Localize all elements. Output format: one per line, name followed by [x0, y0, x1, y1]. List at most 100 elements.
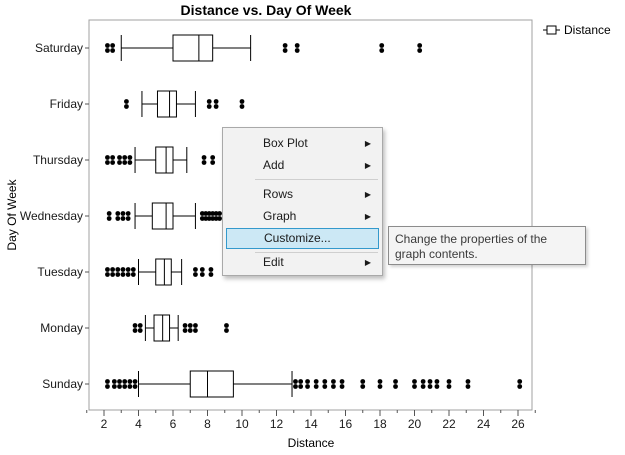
outlier-point [110, 267, 116, 272]
outlier-point [206, 211, 212, 216]
menu-item-rows[interactable]: Rows ▶ [226, 184, 379, 205]
outlier-point [125, 267, 131, 272]
outlier-point [446, 379, 452, 384]
outlier-point [420, 379, 426, 384]
outlier-point [115, 267, 121, 272]
box-friday [124, 90, 245, 118]
tooltip: Change the properties of the graph conte… [388, 226, 586, 265]
outlier-point [105, 267, 110, 272]
outlier-point [210, 216, 216, 221]
outlier-point [182, 323, 188, 328]
x-tick-label: 6 [170, 417, 177, 431]
outlier-point [282, 43, 288, 48]
menu-item-add[interactable]: Add ▶ [226, 155, 379, 176]
outlier-point [412, 379, 417, 384]
legend-label: Distance [564, 23, 611, 37]
outlier-point [105, 160, 110, 165]
outlier-point [111, 379, 117, 384]
menu-separator [255, 179, 378, 180]
outlier-point [111, 384, 117, 389]
outlier-point [213, 99, 219, 104]
outlier-point [517, 384, 523, 389]
outlier-point [105, 379, 110, 384]
outlier-point [132, 379, 138, 384]
submenu-arrow-icon: ▶ [364, 161, 371, 170]
outlier-point [206, 216, 212, 221]
x-tick-label: 10 [235, 417, 249, 431]
outlier-point [105, 272, 110, 277]
outlier-point [298, 379, 304, 384]
outlier-point [137, 323, 143, 328]
iqr-box [189, 370, 234, 398]
menu-item-graph[interactable]: Graph ▶ [226, 206, 379, 227]
outlier-point [239, 104, 245, 109]
iqr-box [172, 34, 214, 62]
legend[interactable]: Distance [543, 23, 611, 37]
outlier-point [224, 328, 229, 333]
outlier-point [120, 211, 126, 216]
outlier-point [412, 384, 417, 389]
outlier-point [331, 379, 336, 384]
outlier-point [360, 379, 366, 384]
box-thursday [105, 146, 216, 174]
x-tick-label: 16 [339, 417, 353, 431]
submenu-arrow-icon: ▶ [364, 190, 371, 199]
outlier-point [213, 216, 219, 221]
outlier-point [199, 211, 205, 216]
outlier-point [417, 48, 423, 53]
outlier-point [201, 155, 207, 160]
menu-item-box-plot[interactable]: Box Plot ▶ [226, 133, 379, 154]
outlier-point [339, 379, 345, 384]
y-tick-label: Monday [40, 321, 83, 335]
y-tick-label: Wednesday [20, 209, 83, 223]
outlier-point [124, 104, 129, 109]
outlier-point [110, 272, 116, 277]
menu-item-label: Graph [263, 209, 297, 223]
outlier-point [434, 384, 440, 389]
outlier-point [420, 384, 426, 389]
outlier-point [127, 384, 133, 389]
outlier-point [294, 43, 300, 48]
outlier-point [217, 211, 222, 216]
box-tuesday [105, 258, 214, 286]
outlier-point [106, 216, 112, 221]
outlier-point [115, 272, 121, 277]
box-wednesday [106, 202, 222, 230]
outlier-point [199, 216, 205, 221]
outlier-point [313, 379, 319, 384]
y-axis-label: Day Of Week [5, 178, 19, 250]
y-tick-label: Sunday [42, 377, 83, 391]
outlier-point [193, 328, 198, 333]
menu-item-edit[interactable]: Edit ▶ [226, 252, 379, 273]
x-tick-label: 12 [270, 417, 284, 431]
outlier-point [127, 379, 133, 384]
outlier-point [110, 155, 116, 160]
outlier-point [132, 328, 138, 333]
menu-item-customize[interactable]: Customize... [226, 228, 379, 249]
outlier-point [427, 384, 433, 389]
x-tick-label: 26 [511, 417, 525, 431]
outlier-point [331, 384, 336, 389]
x-axis-label: Distance [288, 436, 335, 450]
outlier-point [117, 155, 122, 160]
outlier-point [210, 211, 216, 216]
outlier-point [120, 216, 126, 221]
outlier-point [106, 211, 112, 216]
legend-box-icon [546, 25, 557, 35]
y-axis: Saturday Friday Thursday Wednesday Tuesday Mo… [20, 41, 89, 391]
outlier-point [193, 323, 198, 328]
boxes-layer [105, 34, 523, 398]
submenu-arrow-icon: ▶ [364, 258, 371, 267]
x-tick-label: 4 [135, 417, 142, 431]
iqr-box [155, 258, 172, 286]
y-tick-label: Tuesday [37, 265, 83, 279]
box-saturday [105, 34, 423, 62]
outlier-point [105, 43, 110, 48]
menu-item-label: Edit [263, 255, 284, 269]
outlier-point [377, 384, 383, 389]
outlier-point [377, 379, 383, 384]
outlier-point [446, 384, 452, 389]
y-tick-label: Thursday [33, 153, 83, 167]
outlier-point [379, 43, 385, 48]
